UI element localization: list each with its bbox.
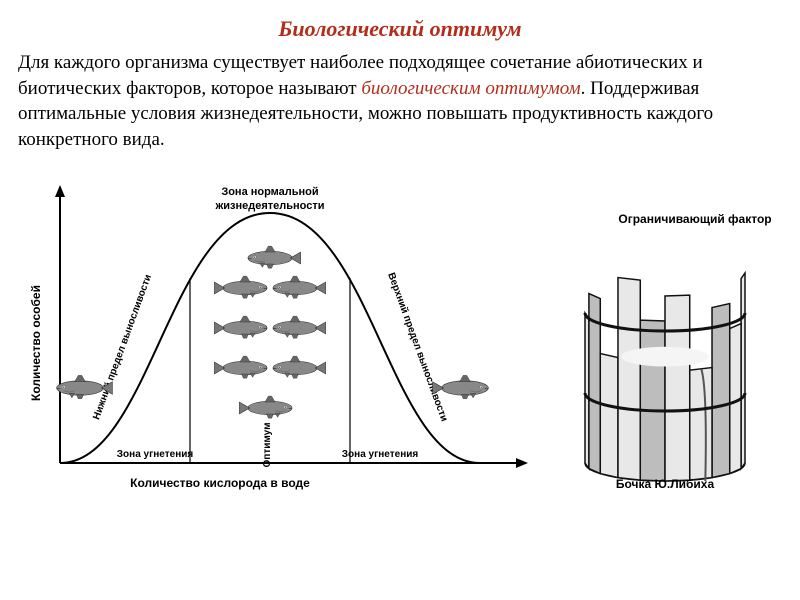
barrel-caption: Бочка Ю.Либиха (616, 477, 715, 491)
page-title: Биологический оптимум (0, 0, 800, 50)
figure: Количество особей Количество кислорода в… (20, 173, 780, 503)
intro-paragraph: Для каждого организма существует наиболе… (0, 50, 800, 153)
lower-limit-label: Нижний предел выносливости (91, 273, 154, 421)
center-zone-label-1: Зона нормальной (221, 186, 318, 198)
y-axis-label: Количество особей (29, 285, 43, 401)
paragraph-term: биологическим оптимумом (361, 78, 580, 99)
depress-left-label: Зона угнетения (117, 449, 194, 460)
tolerance-curve-chart: Количество особей Количество кислорода в… (20, 173, 540, 503)
center-zone-label-2: жизнедеятельности (214, 200, 324, 212)
depress-right-label: Зона угнетения (342, 449, 419, 460)
barrel-title: Ограничивающий фактор (618, 212, 771, 226)
optimum-label: Оптимум (262, 422, 273, 467)
x-axis-label: Количество кислорода в воде (130, 476, 310, 490)
upper-limit-label: Верхний предел выносливости (385, 271, 449, 423)
liebig-barrel: Ограничивающий фактор Бочка Ю.Либиха (550, 183, 780, 503)
